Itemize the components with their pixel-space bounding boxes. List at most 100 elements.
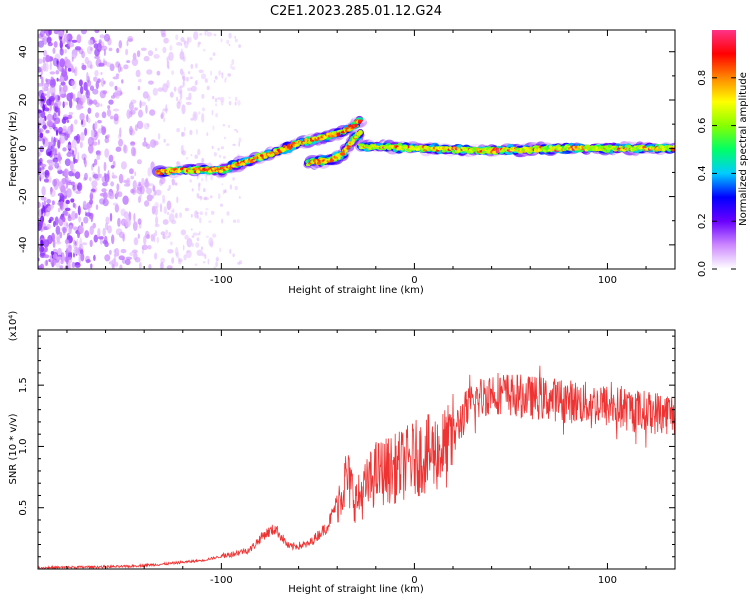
spectrogram-noise-blob [90, 137, 98, 141]
spectrogram-noise-blob [109, 212, 113, 222]
spectrogram-noise-blob [57, 152, 61, 163]
spectrogram-noise-blob [67, 67, 72, 72]
spectrogram-track-steady [423, 149, 428, 152]
spectrogram-noise-blob [39, 132, 44, 138]
spectrogram-noise-blob [71, 261, 76, 268]
spectrogram-noise-blob [215, 113, 219, 118]
spectrogram-noise-blob [85, 212, 92, 217]
spectrogram-noise-blob [154, 205, 158, 216]
spectrogram-noise-blob [166, 143, 170, 147]
spectrogram-noise-blob [134, 171, 137, 177]
spectrogram-noise-blob [194, 81, 198, 86]
spectrogram-noise-blob [66, 222, 69, 229]
spectrogram-noise-blob [143, 181, 150, 188]
spectrogram-noise-blob [62, 147, 67, 152]
spectrogram-noise-blob [146, 143, 151, 149]
spectrogram-noise-blob [102, 239, 108, 245]
spectrogram-noise-blob [66, 133, 70, 138]
colorbar-tick-label: 0.4 [697, 165, 708, 181]
spectrogram-noise-blob [45, 54, 50, 63]
spectrogram-noise-blob [43, 50, 47, 57]
spectrogram-noise-blob [62, 84, 68, 93]
spectrogram-noise-blob [199, 33, 203, 36]
spectrogram-xtick-label: 100 [598, 275, 617, 286]
spectrogram-noise-blob [214, 75, 218, 80]
spectrogram-noise-blob [90, 191, 94, 195]
spectrogram-noise-blob [162, 219, 169, 225]
spectrogram-noise-blob [88, 99, 94, 105]
spectrogram-noise-blob [182, 80, 185, 87]
spectrogram-noise-blob [68, 114, 73, 119]
spectrogram-noise-blob [176, 96, 179, 102]
spectrogram-noise-blob [197, 184, 201, 192]
spectrogram-noise-blob [41, 93, 47, 97]
spectrogram-noise-blob [79, 141, 83, 149]
spectrogram-noise-blob [89, 239, 93, 248]
spectrogram-noise-blob [56, 256, 62, 261]
spectrogram-noise-blob [104, 148, 110, 158]
spectrogram-noise-blob [232, 219, 237, 223]
spectrogram-noise-blob [121, 79, 124, 84]
spectrogram-noise-blob [136, 159, 142, 165]
spectrogram-noise-blob [107, 105, 111, 110]
spectrogram-noise-blob [182, 56, 186, 62]
spectrogram-noise-blob [39, 145, 44, 153]
spectrogram-noise-blob [60, 93, 67, 98]
spectrogram-track-secondary [346, 147, 350, 150]
spectrogram-noise-blob [94, 70, 99, 77]
spectrogram-noise-blob [195, 63, 198, 69]
spectrogram-noise-blob [171, 178, 176, 186]
spectrogram-noise-blob [174, 182, 178, 186]
spectrogram-noise-blob [75, 190, 81, 194]
spectrogram-noise-blob [92, 173, 99, 179]
spectrogram-noise-blob [167, 65, 170, 70]
spectrogram-noise-blob [200, 73, 207, 80]
spectrogram-track-steady [492, 150, 497, 154]
spectrogram-noise-blob [171, 70, 175, 75]
spectrogram-noise-blob [94, 30, 100, 34]
spectrogram-noise-blob [189, 129, 193, 136]
spectrogram-noise-blob [189, 76, 193, 80]
spectrogram-noise-blob [130, 188, 135, 194]
spectrogram-xlabel: Height of straight line (km) [288, 285, 424, 296]
spectrogram-noise-blob [117, 191, 123, 198]
spectrogram-noise-blob [134, 107, 137, 112]
spectrogram-noise-blob [85, 89, 90, 99]
spectrogram-noise-blob [83, 177, 87, 181]
spectrogram-noise-blob [134, 256, 141, 263]
spectrogram-noise-blob [137, 233, 140, 239]
spectrogram-noise-blob [168, 213, 175, 223]
spectrogram-noise-blob [89, 225, 94, 235]
spectrogram-noise-blob [71, 80, 77, 90]
spectrogram-noise-blob [152, 87, 158, 96]
spectrogram-noise-blob [167, 188, 171, 192]
spectrogram-noise-blob [56, 58, 59, 66]
snr-ytick-label: 1.0 [18, 438, 29, 454]
spectrogram-noise-blob [108, 154, 114, 163]
spectrogram-track-steady [656, 148, 662, 152]
spectrogram-noise-blob [183, 40, 186, 45]
spectrogram-noise-blob [215, 261, 218, 268]
spectrogram-noise-blob [162, 199, 166, 204]
spectrogram-noise-blob [197, 175, 200, 178]
spectrogram-noise-blob [201, 113, 205, 123]
spectrogram-noise-blob [190, 213, 193, 218]
spectrogram-noise-blob [81, 242, 88, 246]
spectrogram-noise-blob [58, 207, 61, 213]
spectrogram-track-main [214, 166, 218, 170]
spectrogram-noise-blob [87, 107, 92, 114]
spectrogram-noise-blob [66, 188, 72, 198]
spectrogram-noise-blob [62, 125, 67, 132]
spectrogram-noise-blob [50, 186, 53, 195]
spectrogram-noise-blob [52, 178, 57, 187]
spectrogram-noise-blob [202, 48, 206, 52]
spectrogram-noise-blob [38, 66, 42, 73]
spectrogram-noise-blob [105, 62, 112, 67]
spectrogram-noise-blob [44, 107, 50, 112]
spectrogram-track-secondary [354, 136, 358, 139]
spectrogram-noise-blob [160, 261, 164, 269]
spectrogram-noise-blob [123, 211, 129, 219]
spectrogram-noise-blob [91, 164, 94, 171]
spectrogram-noise-blob [237, 100, 241, 106]
spectrogram-noise-blob [79, 237, 83, 248]
